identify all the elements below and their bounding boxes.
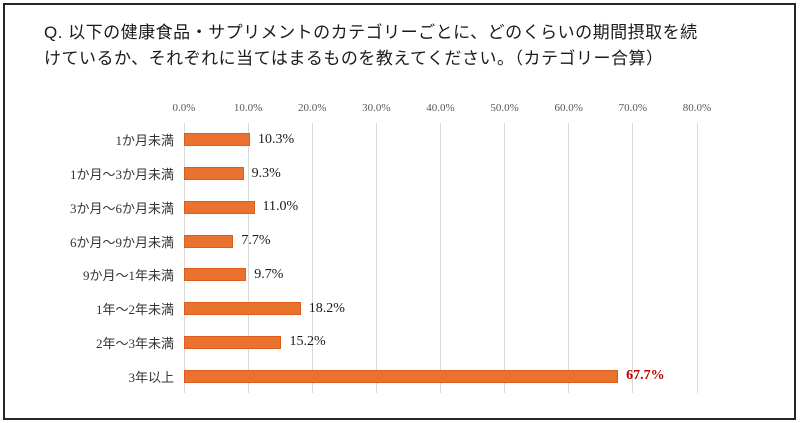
bar (184, 133, 251, 147)
chart-row: 1か月～3か月未満 9.3% (70, 157, 697, 191)
x-tick-label: 30.0% (362, 102, 391, 114)
category-label: 3年以上 (128, 369, 174, 385)
x-tick-label: 80.0% (682, 102, 712, 114)
bar-rows: 1か月未満 10.3% 1か月～3か月未満 9.3% 3か月～6か月未満 11.0% 6か月… (70, 123, 697, 393)
chart-row: 3か月～6か月未満 11.0% (70, 191, 697, 225)
x-tick-label: 50.0% (490, 102, 519, 114)
gridline (440, 123, 441, 393)
x-tick-label: 40.0% (426, 102, 455, 114)
bar (184, 234, 234, 248)
value-label: 11.0% (262, 199, 299, 215)
category-label: 1か月～3か月未満 (69, 167, 174, 183)
bar (184, 302, 301, 316)
gridline (247, 123, 249, 393)
value-label: 18.2% (308, 300, 345, 316)
bar (184, 167, 244, 181)
title-line-1: Q. 以下の健康食品・サプリメントのカテゴリーごとに、どのくらいの期間摂取を続 (44, 23, 698, 42)
category-label: 1か月未満 (115, 133, 174, 149)
plot-area: 1か月未満 10.3% 1か月～3か月未満 9.3% 3か月～6か月未満 11.0% 6か月… (70, 123, 698, 393)
x-tick-label: 10.0% (233, 102, 263, 114)
chart-row: 9か月～1年未満 9.7% (83, 258, 697, 292)
x-tick-label: 0.0% (172, 102, 196, 114)
chart-row: 6か月～9か月未満 7.7% (70, 224, 697, 258)
value-label: 9.3% (251, 165, 281, 181)
value-label: 15.2% (289, 334, 326, 350)
chart-question-title: Q. 以下の健康食品・サプリメントのカテゴリーごとに、どのくらいの期間摂取を続 … (44, 20, 760, 72)
x-axis: 0.0% 10.0% 20.0% 30.0% 40.0% 50.0% 60.0% 70.0% 8… (173, 102, 712, 117)
value-label: 10.3% (258, 131, 295, 147)
chart-row: 1年～2年未満 18.2% (96, 292, 697, 326)
chart-frame (3, 3, 796, 420)
value-label: 7.7% (241, 233, 271, 249)
gridline (568, 123, 570, 393)
bar (184, 369, 619, 383)
category-label: 9か月～1年未満 (82, 268, 174, 284)
gridline (504, 123, 506, 393)
x-tick-label: 20.0% (298, 102, 327, 114)
chart-row: 1か月未満 10.3% (115, 123, 697, 157)
chart-row: 2年～3年未満 15.2% (96, 326, 697, 360)
category-label: 1年～2年未満 (95, 302, 174, 318)
category-label: 6か月～9か月未満 (69, 234, 174, 250)
bar (184, 200, 255, 214)
chart-row: 3年以上 67.7% (128, 359, 697, 393)
x-tick-label: 60.0% (554, 102, 583, 114)
gridline (183, 123, 185, 393)
gridline (696, 123, 698, 393)
bar (184, 268, 247, 282)
value-label: 67.7% (626, 368, 665, 384)
bar (184, 335, 282, 349)
category-label: 2年～3年未満 (95, 335, 174, 351)
gridline (311, 123, 313, 393)
title-line-2: けているか、それぞれに当てはまるものを教えてください。（カテゴリー合算） (44, 49, 664, 68)
value-label: 9.7% (254, 266, 284, 282)
gridline (375, 123, 377, 393)
category-label: 3か月～6か月未満 (69, 200, 174, 216)
x-tick-label: 70.0% (618, 102, 648, 114)
gridline (632, 123, 634, 393)
